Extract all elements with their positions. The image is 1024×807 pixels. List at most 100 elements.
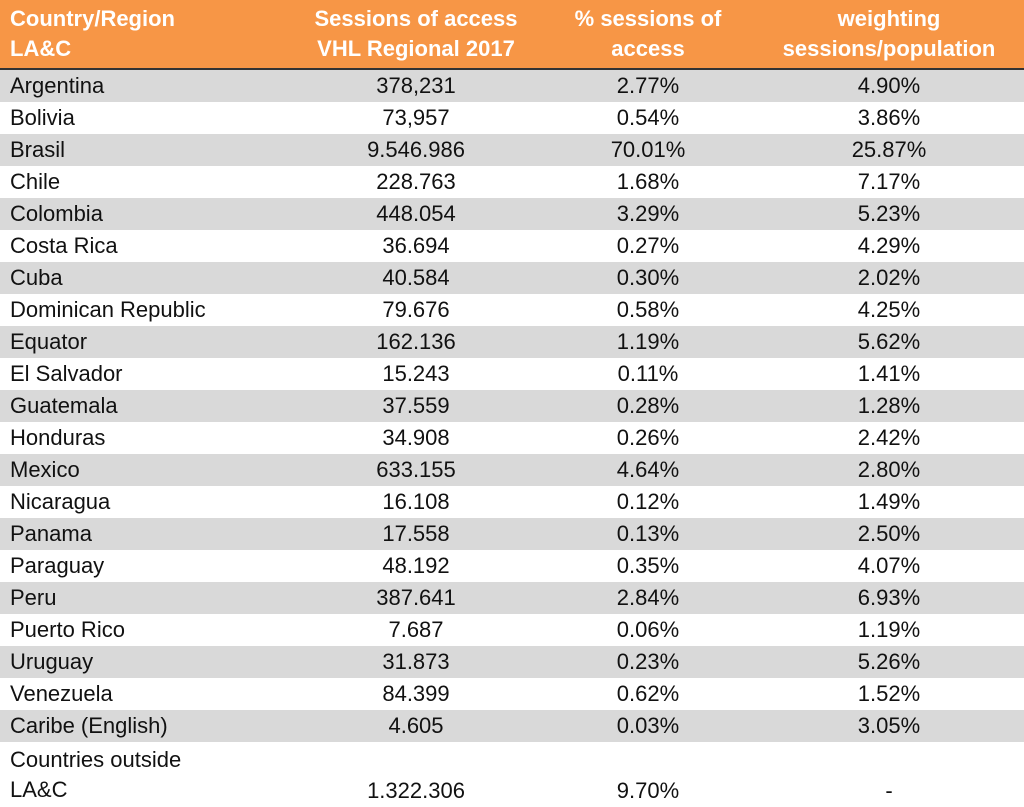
weighting-cell: 1.41% bbox=[857, 361, 921, 386]
table-row: Guatemala 37.559 0.28% 1.28% bbox=[0, 390, 1024, 422]
weighting-cell: 1.52% bbox=[857, 681, 921, 706]
country-cell: Colombia bbox=[0, 198, 290, 230]
sessions-cell: 228.763 bbox=[376, 169, 456, 194]
percent-cell: 0.58% bbox=[616, 297, 680, 322]
percent-cell: 0.30% bbox=[542, 262, 754, 294]
percent-cell: 0.26% bbox=[616, 425, 680, 450]
weighting-cell: 2.50% bbox=[754, 518, 1024, 550]
header-sessions: Sessions of access VHL Regional 2017 bbox=[290, 0, 542, 70]
table-row: Argentina 378,231 2.77% 4.90% bbox=[0, 69, 1024, 102]
table-row: Paraguay 48.192 0.35% 4.07% bbox=[0, 550, 1024, 582]
table-row: Puerto Rico 7.687 0.06% 1.19% bbox=[0, 614, 1024, 646]
sessions-cell: 17.558 bbox=[290, 518, 542, 550]
percent-cell: 0.12% bbox=[616, 489, 680, 514]
weighting-cell: 4.25% bbox=[857, 297, 921, 322]
sessions-cell: 73,957 bbox=[382, 105, 450, 130]
country-cell: Mexico bbox=[0, 454, 290, 486]
outside-label-line-1: Countries outside bbox=[10, 746, 182, 772]
header-percent-line-2: access bbox=[611, 36, 685, 61]
weighting-cell: 1.19% bbox=[857, 617, 921, 642]
sessions-cell: 9.546.986 bbox=[290, 134, 542, 166]
country-cell: Brasil bbox=[0, 134, 290, 166]
country-cell: Nicaragua bbox=[10, 489, 111, 514]
table-row: Brasil 9.546.986 70.01% 25.87% bbox=[0, 134, 1024, 166]
table-row: El Salvador 15.243 0.11% 1.41% bbox=[0, 358, 1024, 390]
country-cell: Venezuela bbox=[10, 681, 113, 706]
sessions-cell: 387.641 bbox=[290, 582, 542, 614]
country-cell: Cuba bbox=[0, 262, 290, 294]
table-row-outside: Countries outside LA&C 1.322.306 9.70% - bbox=[0, 742, 1024, 807]
table-row: Panama 17.558 0.13% 2.50% bbox=[0, 518, 1024, 550]
weighting-cell: 5.26% bbox=[754, 646, 1024, 678]
country-cell: Honduras bbox=[10, 425, 106, 450]
sessions-cell: 37.559 bbox=[290, 390, 542, 422]
country-cell: Bolivia bbox=[10, 105, 75, 130]
country-cell: Argentina bbox=[0, 69, 290, 102]
sessions-cell: 15.243 bbox=[382, 361, 450, 386]
weighting-cell: 2.02% bbox=[754, 262, 1024, 294]
header-sessions-line-2: VHL Regional 2017 bbox=[317, 36, 515, 61]
weighting-cell: 7.17% bbox=[857, 169, 921, 194]
country-cell: Guatemala bbox=[0, 390, 290, 422]
weighting-cell: 4.07% bbox=[857, 553, 921, 578]
sessions-cell: 162.136 bbox=[290, 326, 542, 358]
weighting-cell: 3.86% bbox=[857, 105, 921, 130]
table-row: Colombia 448.054 3.29% 5.23% bbox=[0, 198, 1024, 230]
country-cell: Caribe (English) bbox=[0, 710, 290, 742]
percent-cell: 3.29% bbox=[542, 198, 754, 230]
header-percent-line-1: % sessions of bbox=[574, 6, 722, 31]
country-cell: Uruguay bbox=[0, 646, 290, 678]
percent-cell: 0.54% bbox=[616, 105, 680, 130]
sessions-cell: 48.192 bbox=[382, 553, 450, 578]
country-cell: El Salvador bbox=[10, 361, 123, 386]
header-sessions-line-1: Sessions of access bbox=[314, 6, 518, 31]
table-row: Bolivia 73,957 0.54% 3.86% bbox=[0, 102, 1024, 134]
country-cell: Costa Rica bbox=[10, 233, 118, 258]
sessions-cell: 7.687 bbox=[388, 617, 444, 642]
header-percent: % sessions of access bbox=[542, 0, 754, 70]
weighting-cell: 1.49% bbox=[857, 489, 921, 514]
percent-cell: 70.01% bbox=[542, 134, 754, 166]
country-cell: Peru bbox=[0, 582, 290, 614]
header-country-line-1: Country/Region bbox=[10, 6, 175, 31]
weighting-cell: 3.05% bbox=[754, 710, 1024, 742]
sessions-cell: 4.605 bbox=[290, 710, 542, 742]
sessions-cell: 84.399 bbox=[382, 681, 450, 706]
percent-cell: 9.70% bbox=[616, 778, 680, 803]
weighting-cell: - bbox=[885, 778, 893, 803]
weighting-cell: 5.23% bbox=[754, 198, 1024, 230]
sessions-cell: 378,231 bbox=[290, 69, 542, 102]
percent-cell: 0.23% bbox=[542, 646, 754, 678]
sessions-cell: 36.694 bbox=[382, 233, 450, 258]
sessions-cell: 79.676 bbox=[382, 297, 450, 322]
weighting-cell: 5.62% bbox=[754, 326, 1024, 358]
weighting-cell: 1.28% bbox=[754, 390, 1024, 422]
table-row: Nicaragua 16.108 0.12% 1.49% bbox=[0, 486, 1024, 518]
table-header: Country/Region LA&C Sessions of access V… bbox=[0, 0, 1024, 70]
table-row: Peru 387.641 2.84% 6.93% bbox=[0, 582, 1024, 614]
weighting-cell: 4.29% bbox=[857, 233, 921, 258]
sessions-cell: 34.908 bbox=[382, 425, 450, 450]
country-cell: Panama bbox=[0, 518, 290, 550]
country-cell: Puerto Rico bbox=[10, 617, 125, 642]
table-row: Cuba 40.584 0.30% 2.02% bbox=[0, 262, 1024, 294]
percent-cell: 2.77% bbox=[542, 69, 754, 102]
table-row: Honduras 34.908 0.26% 2.42% bbox=[0, 422, 1024, 454]
table-row: Costa Rica 36.694 0.27% 4.29% bbox=[0, 230, 1024, 262]
percent-cell: 2.84% bbox=[542, 582, 754, 614]
table-body: Argentina 378,231 2.77% 4.90% Bolivia 73… bbox=[0, 69, 1024, 807]
country-cell: Chile bbox=[10, 169, 61, 194]
country-cell: Countries outside LA&C bbox=[0, 742, 290, 807]
sessions-cell: 633.155 bbox=[290, 454, 542, 486]
header-weighting-line-2: sessions/population bbox=[782, 36, 996, 61]
table-row: Mexico 633.155 4.64% 2.80% bbox=[0, 454, 1024, 486]
percent-cell: 0.28% bbox=[542, 390, 754, 422]
table-row: Equator 162.136 1.19% 5.62% bbox=[0, 326, 1024, 358]
percent-cell: 0.06% bbox=[616, 617, 680, 642]
header-weighting-line-1: weighting bbox=[837, 6, 941, 31]
percent-cell: 0.13% bbox=[542, 518, 754, 550]
weighting-cell: 25.87% bbox=[754, 134, 1024, 166]
table-row: Venezuela 84.399 0.62% 1.52% bbox=[0, 678, 1024, 710]
country-cell: Equator bbox=[0, 326, 290, 358]
